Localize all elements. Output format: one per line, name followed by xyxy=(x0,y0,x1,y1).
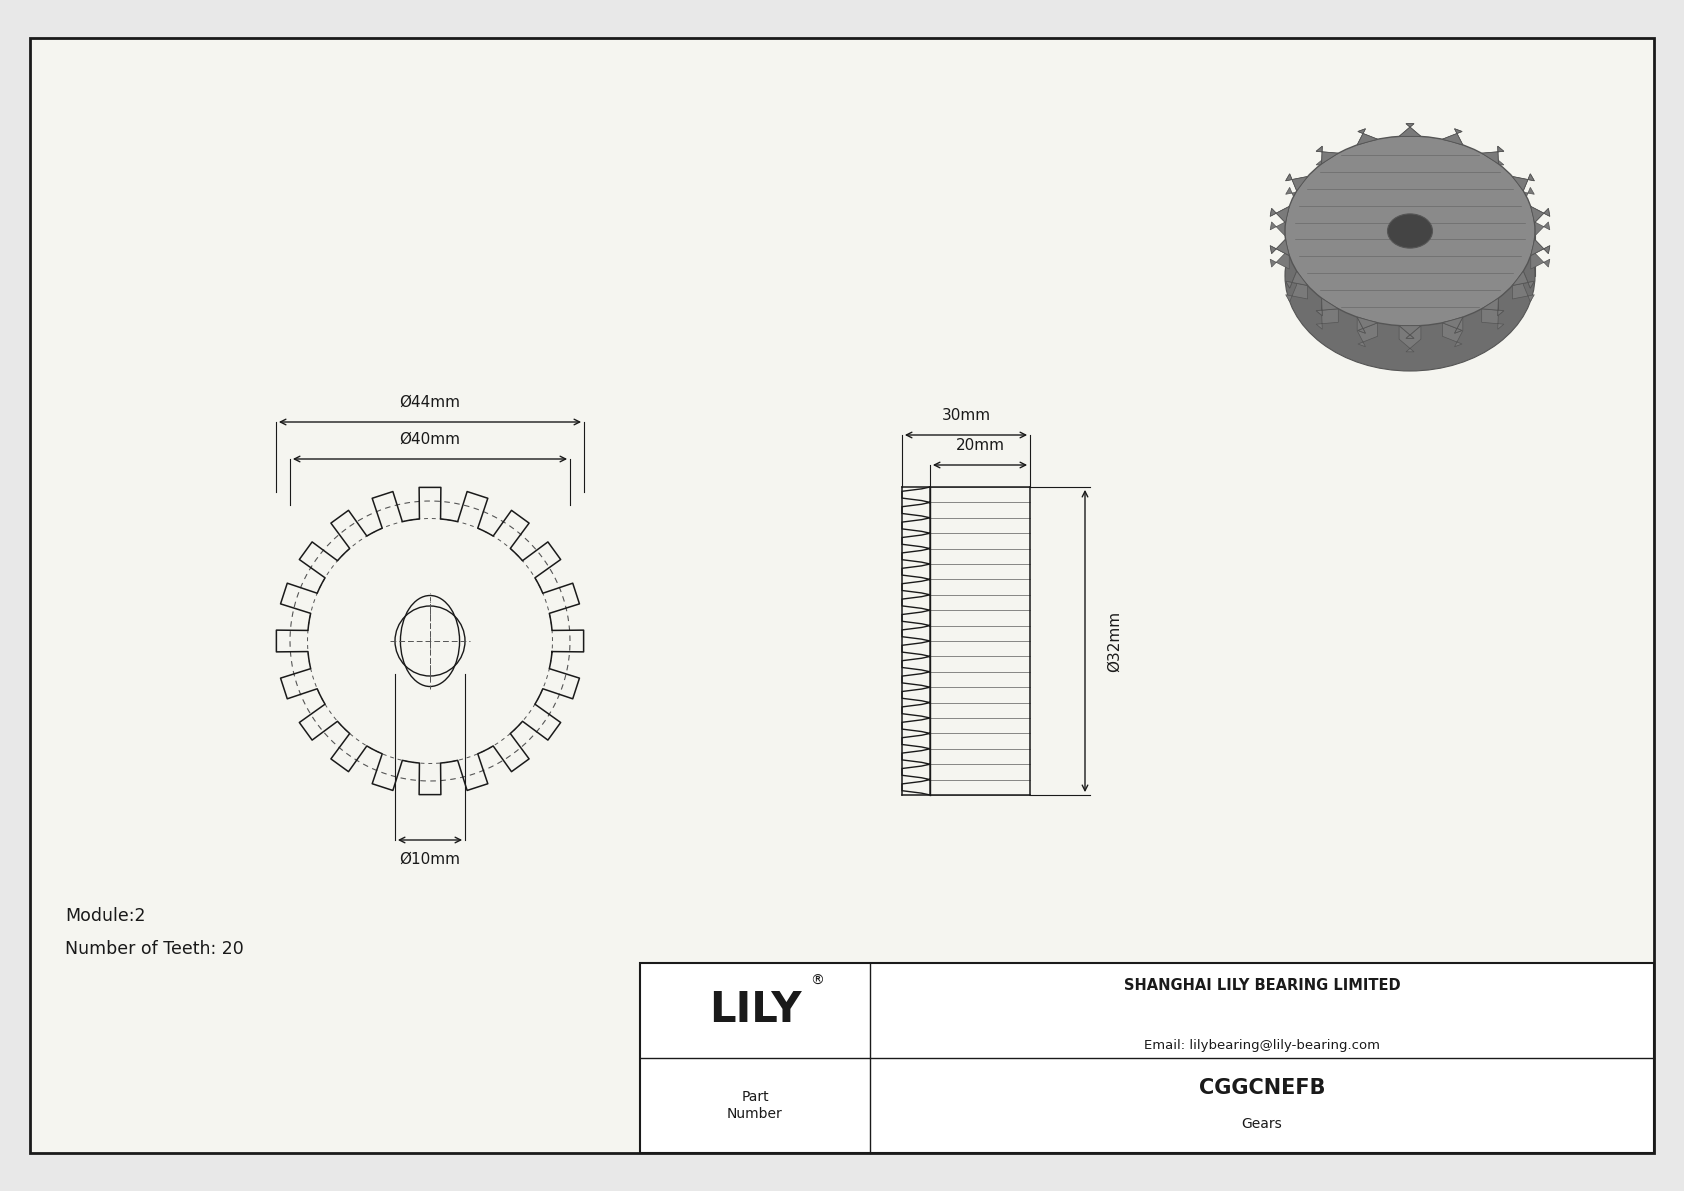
Ellipse shape xyxy=(1285,181,1536,372)
Polygon shape xyxy=(1357,317,1378,333)
Text: Number of Teeth: 20: Number of Teeth: 20 xyxy=(66,940,244,958)
Text: Part
Number: Part Number xyxy=(727,1091,783,1121)
Polygon shape xyxy=(1482,298,1504,329)
Polygon shape xyxy=(1512,174,1534,191)
Polygon shape xyxy=(1357,129,1378,145)
Polygon shape xyxy=(1512,174,1534,205)
Text: 20mm: 20mm xyxy=(955,438,1004,453)
Ellipse shape xyxy=(1285,136,1536,326)
Polygon shape xyxy=(1270,239,1290,256)
Polygon shape xyxy=(1317,146,1339,177)
Polygon shape xyxy=(1285,174,1307,205)
Polygon shape xyxy=(1512,272,1534,288)
Polygon shape xyxy=(1512,272,1534,301)
Text: Ø40mm: Ø40mm xyxy=(399,432,460,447)
Polygon shape xyxy=(1270,206,1290,223)
Polygon shape xyxy=(1357,129,1378,158)
Polygon shape xyxy=(1482,146,1504,177)
Polygon shape xyxy=(1531,206,1549,223)
Text: CGGCNEFB: CGGCNEFB xyxy=(1199,1079,1325,1098)
Polygon shape xyxy=(1482,146,1504,164)
Polygon shape xyxy=(1399,325,1421,338)
Polygon shape xyxy=(1285,174,1307,191)
Text: Gears: Gears xyxy=(1241,1116,1283,1130)
Polygon shape xyxy=(1531,239,1549,269)
Polygon shape xyxy=(1270,206,1290,236)
Polygon shape xyxy=(1531,206,1549,236)
Text: Ø44mm: Ø44mm xyxy=(399,395,460,410)
Polygon shape xyxy=(1399,325,1421,351)
Polygon shape xyxy=(1399,124,1421,136)
Polygon shape xyxy=(1443,317,1463,333)
Polygon shape xyxy=(1285,231,1536,276)
Ellipse shape xyxy=(1388,214,1433,248)
Text: 30mm: 30mm xyxy=(941,409,990,423)
Polygon shape xyxy=(1357,317,1378,347)
Polygon shape xyxy=(1317,146,1339,164)
Polygon shape xyxy=(1285,272,1307,301)
Text: SHANGHAI LILY BEARING LIMITED: SHANGHAI LILY BEARING LIMITED xyxy=(1123,978,1401,992)
Polygon shape xyxy=(1443,129,1463,145)
Bar xyxy=(640,964,1654,1153)
Polygon shape xyxy=(1482,298,1504,316)
Polygon shape xyxy=(1285,272,1307,288)
Polygon shape xyxy=(1317,298,1339,329)
Text: ®: ® xyxy=(810,973,823,987)
Polygon shape xyxy=(1399,124,1421,150)
Text: Email: lilybearing@lily-bearing.com: Email: lilybearing@lily-bearing.com xyxy=(1143,1039,1379,1052)
Text: Ø10mm: Ø10mm xyxy=(399,852,460,867)
Polygon shape xyxy=(1270,239,1290,269)
Text: Ø32mm: Ø32mm xyxy=(1106,611,1122,672)
Text: Module:2: Module:2 xyxy=(66,908,145,925)
Polygon shape xyxy=(1317,298,1339,316)
Polygon shape xyxy=(1443,317,1463,347)
Polygon shape xyxy=(1531,239,1549,256)
Text: LILY: LILY xyxy=(709,990,802,1031)
Polygon shape xyxy=(1443,129,1463,158)
